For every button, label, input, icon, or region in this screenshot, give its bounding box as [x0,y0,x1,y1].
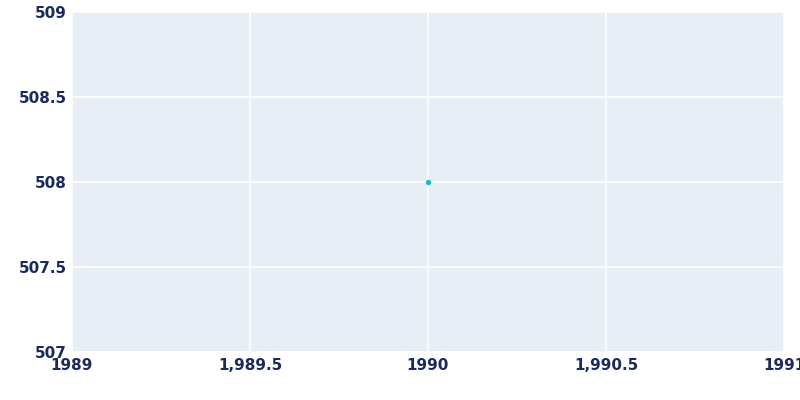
Point [422,179,434,185]
